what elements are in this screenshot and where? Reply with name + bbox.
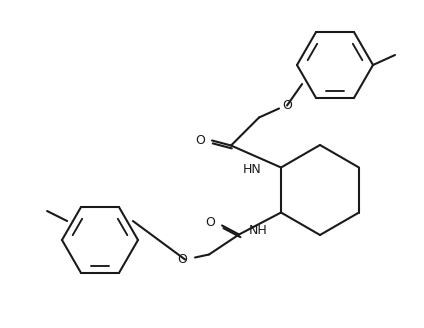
Text: O: O (282, 99, 292, 112)
Text: O: O (205, 216, 215, 229)
Text: O: O (195, 134, 205, 147)
Text: O: O (177, 253, 187, 266)
Text: NH: NH (248, 224, 267, 237)
Text: HN: HN (242, 163, 261, 176)
